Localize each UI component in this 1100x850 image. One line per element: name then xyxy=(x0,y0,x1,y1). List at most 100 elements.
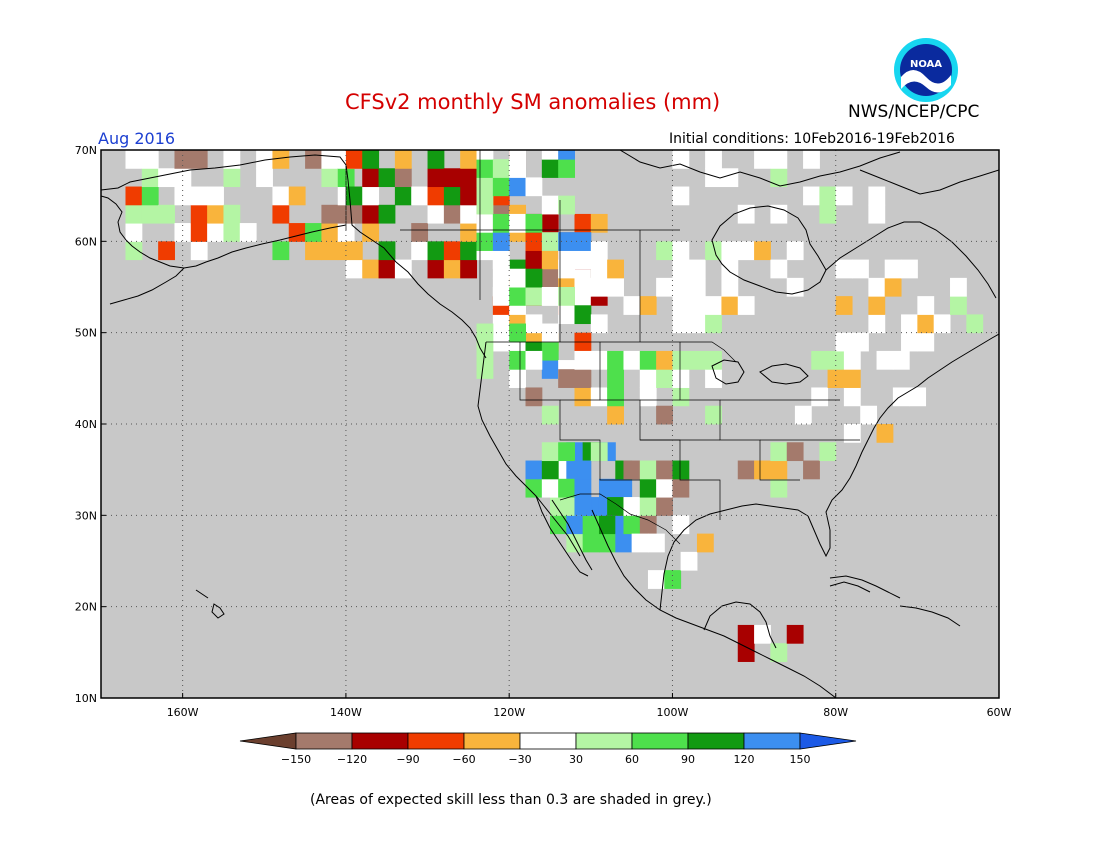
anomaly-cell xyxy=(656,241,673,261)
anomaly-cell xyxy=(737,241,755,261)
anomaly-cell xyxy=(525,268,543,288)
colorbar-label: 150 xyxy=(790,753,811,766)
anomaly-cell xyxy=(427,168,445,188)
anomaly-cell xyxy=(582,533,600,553)
anomaly-cell xyxy=(394,168,412,188)
anomaly-cell xyxy=(574,350,592,370)
anomaly-cell xyxy=(558,287,575,306)
anomaly-cell xyxy=(476,177,494,197)
anomaly-cell xyxy=(623,497,641,516)
anomaly-cell xyxy=(754,460,771,480)
anomaly-cell xyxy=(460,241,478,261)
political-borders xyxy=(345,150,860,545)
anomaly-cell xyxy=(362,259,380,279)
anomaly-cell xyxy=(476,195,494,215)
anomaly-cell xyxy=(223,223,241,242)
anomaly-cell xyxy=(607,369,624,388)
anomaly-cell xyxy=(256,150,273,169)
anomaly-cell xyxy=(656,369,673,388)
anomaly-cell xyxy=(492,159,510,178)
anomaly-cell xyxy=(541,341,559,361)
latitude-labels: 70N 60N 50N 40N 30N 20N 10N xyxy=(75,144,106,705)
anomaly-cell xyxy=(125,186,143,206)
anomaly-cell xyxy=(558,442,575,462)
anomaly-cell xyxy=(207,186,224,206)
anomaly-cell xyxy=(705,150,722,169)
anomaly-cell xyxy=(345,150,363,169)
anomaly-cell xyxy=(639,350,657,370)
anomaly-cell xyxy=(272,241,290,261)
anomaly-cell xyxy=(639,387,657,407)
anomaly-cell xyxy=(492,287,510,306)
anomaly-cell xyxy=(835,332,853,352)
anomaly-cell xyxy=(721,168,739,188)
anomaly-cell xyxy=(476,232,494,251)
colorbar-label: 30 xyxy=(569,753,583,766)
anomaly-cell xyxy=(558,250,575,270)
anomaly-cell xyxy=(656,478,673,498)
anomaly-cell xyxy=(541,287,559,306)
anomaly-cell xyxy=(525,460,543,480)
anomaly-cell xyxy=(868,314,886,334)
anomaly-cell xyxy=(868,277,886,297)
colorbar-segment xyxy=(687,732,745,750)
anomaly-cell xyxy=(321,150,339,169)
anomaly-cell xyxy=(411,241,429,261)
anomaly-cell xyxy=(770,643,788,662)
anomaly-cell xyxy=(558,369,575,388)
anomaly-cell xyxy=(378,204,396,224)
anomaly-cell xyxy=(541,150,559,160)
anomaly-cell xyxy=(223,204,241,224)
anomaly-cell xyxy=(607,405,624,425)
anomaly-cell xyxy=(835,259,853,279)
anomaly-cell xyxy=(737,204,755,224)
anomaly-cell xyxy=(884,277,902,297)
anomaly-cell xyxy=(337,223,355,242)
anomaly-cell xyxy=(574,369,592,388)
anomaly-cell xyxy=(541,195,559,215)
anomaly-cell xyxy=(476,150,494,160)
anomaly-cell xyxy=(590,241,608,261)
anomaly-cell xyxy=(656,497,673,516)
anomaly-cell xyxy=(770,442,788,462)
anomaly-cell xyxy=(558,195,575,215)
anomaly-cell xyxy=(656,405,673,425)
anomaly-cell xyxy=(272,204,290,224)
anomaly-cell xyxy=(721,259,739,279)
anomaly-cell xyxy=(509,323,527,343)
anomaly-cell xyxy=(672,460,690,480)
anomaly-cell xyxy=(598,478,616,498)
anomaly-cell xyxy=(639,478,657,498)
anomaly-cell xyxy=(525,213,543,233)
anomaly-cell xyxy=(852,259,869,279)
anomaly-cell xyxy=(378,259,396,279)
anomaly-cell xyxy=(525,478,543,498)
anomaly-cell xyxy=(917,296,935,315)
anomaly-cell xyxy=(786,442,804,462)
colorbar-segment xyxy=(519,732,577,750)
anomaly-cell xyxy=(721,277,739,297)
anomaly-cell xyxy=(190,223,208,242)
anomaly-cell xyxy=(647,533,665,553)
lat-label: 20N xyxy=(75,601,97,614)
anomaly-cell xyxy=(443,241,461,261)
anomaly-cell xyxy=(476,213,494,233)
colorbar-label: 120 xyxy=(734,753,755,766)
anomaly-cell xyxy=(492,314,510,334)
anomaly-cell xyxy=(639,369,657,388)
anomaly-cell xyxy=(509,287,527,306)
colorbar-segment xyxy=(575,732,633,750)
anomaly-cell xyxy=(843,387,861,407)
anomaly-cell xyxy=(590,387,608,407)
anomaly-cell xyxy=(223,168,241,188)
anomaly-cell xyxy=(770,150,788,169)
anomaly-cell xyxy=(574,478,592,498)
anomaly-cell xyxy=(305,150,322,169)
lon-label: 60W xyxy=(987,706,1012,719)
anomaly-cell xyxy=(607,387,624,407)
anomaly-cell xyxy=(476,360,494,379)
anomaly-cell xyxy=(933,314,951,334)
anomaly-cell xyxy=(770,168,788,188)
anomaly-cell xyxy=(525,232,543,251)
anomaly-cell xyxy=(443,204,461,224)
